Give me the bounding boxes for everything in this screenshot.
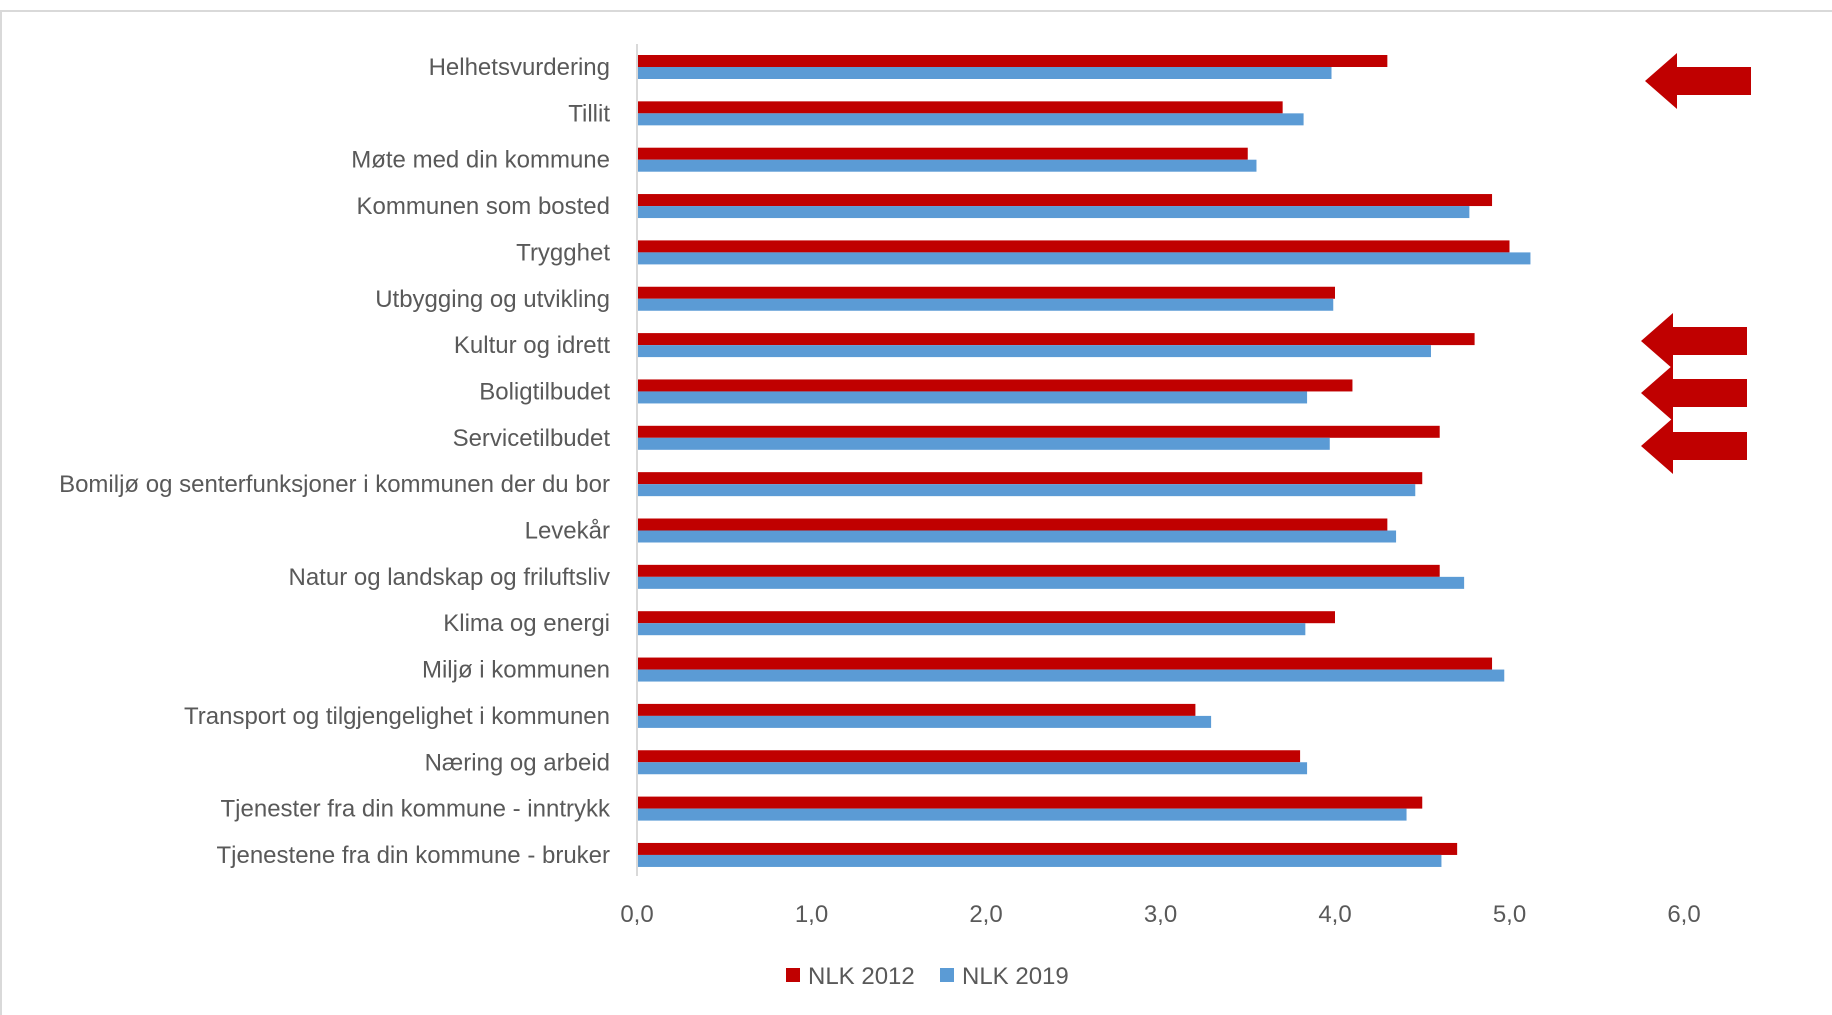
category-label: Miljø i kommunen: [422, 657, 610, 684]
bar-2019-boligtilbudet: [637, 391, 1308, 404]
bar-2019-tjenestene-fra-din-kommune-bruker: [637, 854, 1442, 867]
bar-2019-utbygging-og-utvikling: [637, 298, 1334, 311]
bar-2012-klima-og-energi: [637, 611, 1335, 624]
category-label: Klima og energi: [443, 610, 610, 637]
bar-2012-bomiljo-og-senterfunksjoner-i-kommunen-der-du-bor: [637, 472, 1423, 485]
category-label: Levekår: [525, 518, 610, 545]
x-tick-label: 2,0: [969, 901, 1002, 928]
bar-2012-naering-og-arbeid: [637, 750, 1301, 763]
bar-2019-tjenester-fra-din-kommune-inntrykk: [637, 808, 1407, 821]
category-label: Tjenester fra din kommune - inntrykk: [221, 796, 611, 823]
bar-2012-mote-med-din-kommune: [637, 147, 1248, 160]
category-label: Transport og tilgjengelighet i kommunen: [184, 703, 610, 730]
legend-swatch-nlk-2019: [940, 968, 954, 982]
bar-2012-miljo-i-kommunen: [637, 657, 1493, 670]
category-label: Næring og arbeid: [425, 749, 610, 776]
x-tick-label: 5,0: [1493, 901, 1526, 928]
category-label: Helhetsvurdering: [429, 54, 610, 81]
bar-2012-tjenester-fra-din-kommune-inntrykk: [637, 796, 1423, 809]
annotation-arrow-helhetsvurdering: [1645, 53, 1751, 109]
bar-2012-boligtilbudet: [637, 379, 1353, 392]
bar-2019-tillit: [637, 113, 1304, 126]
category-label: Natur og landskap og friluftsliv: [289, 564, 611, 591]
bar-2012-kultur-og-idrett: [637, 333, 1475, 346]
bar-2019-servicetilbudet: [637, 437, 1330, 450]
bar-2012-kommunen-som-bosted: [637, 194, 1493, 207]
annotation-arrow-boligtilbudet: [1641, 365, 1747, 421]
bar-2012-trygghet: [637, 240, 1510, 253]
bar-2019-helhetsvurdering: [637, 67, 1332, 79]
bar-2012-tjenestene-fra-din-kommune-bruker: [637, 842, 1458, 855]
bar-2019-klima-og-energi: [637, 623, 1306, 636]
bar-2019-natur-og-landskap-og-friluftsliv: [637, 576, 1465, 589]
bar-2012-utbygging-og-utvikling: [637, 286, 1335, 299]
bar-2012-tillit: [637, 101, 1283, 114]
bar-2019-levekar: [637, 530, 1397, 543]
bar-2019-mote-med-din-kommune: [637, 159, 1257, 172]
bar-2012-levekar: [637, 518, 1388, 531]
bar-2019-trygghet: [637, 252, 1531, 265]
bar-2012-transport-og-tilgjengelighet-i-kommunen: [637, 703, 1196, 716]
category-label: Kommunen som bosted: [357, 193, 610, 220]
x-tick-label: 3,0: [1144, 901, 1177, 928]
chart-frame: [0, 10, 1832, 1015]
bar-2012-natur-og-landskap-og-friluftsliv: [637, 564, 1440, 577]
bar-2019-miljo-i-kommunen: [637, 669, 1505, 682]
bar-2019-kommunen-som-bosted: [637, 206, 1470, 219]
x-tick-label: 6,0: [1667, 901, 1700, 928]
annotation-arrow-kultur-og-idrett: [1641, 313, 1747, 369]
legend-swatch-nlk-2012: [786, 968, 800, 982]
category-label: Tjenestene fra din kommune - bruker: [216, 842, 610, 869]
category-label: Servicetilbudet: [453, 425, 611, 452]
bar-2019-bomiljo-og-senterfunksjoner-i-kommunen-der-du-bor: [637, 484, 1416, 497]
x-tick-label: 1,0: [795, 901, 828, 928]
x-tick-label: 0,0: [620, 901, 653, 928]
category-label: Kultur og idrett: [454, 332, 610, 359]
category-label: Møte med din kommune: [351, 147, 610, 174]
category-label: Boligtilbudet: [479, 378, 610, 405]
category-label: Utbygging og utvikling: [375, 286, 610, 313]
legend-label-nlk-2019: NLK 2019: [962, 963, 1069, 990]
bar-2019-transport-og-tilgjengelighet-i-kommunen: [637, 715, 1212, 728]
category-label: Bomiljø og senterfunksjoner i kommunen d…: [59, 471, 610, 498]
x-tick-label: 4,0: [1318, 901, 1351, 928]
bar-2012-servicetilbudet: [637, 425, 1440, 438]
category-label: Tillit: [568, 100, 610, 127]
category-label: Trygghet: [516, 239, 610, 266]
annotation-arrow-servicetilbudet: [1641, 418, 1747, 474]
bar-2019-kultur-og-idrett: [637, 345, 1431, 358]
bar-2012-helhetsvurdering: [637, 55, 1388, 67]
legend-label-nlk-2012: NLK 2012: [808, 963, 915, 990]
bar-2019-naering-og-arbeid: [637, 762, 1308, 775]
